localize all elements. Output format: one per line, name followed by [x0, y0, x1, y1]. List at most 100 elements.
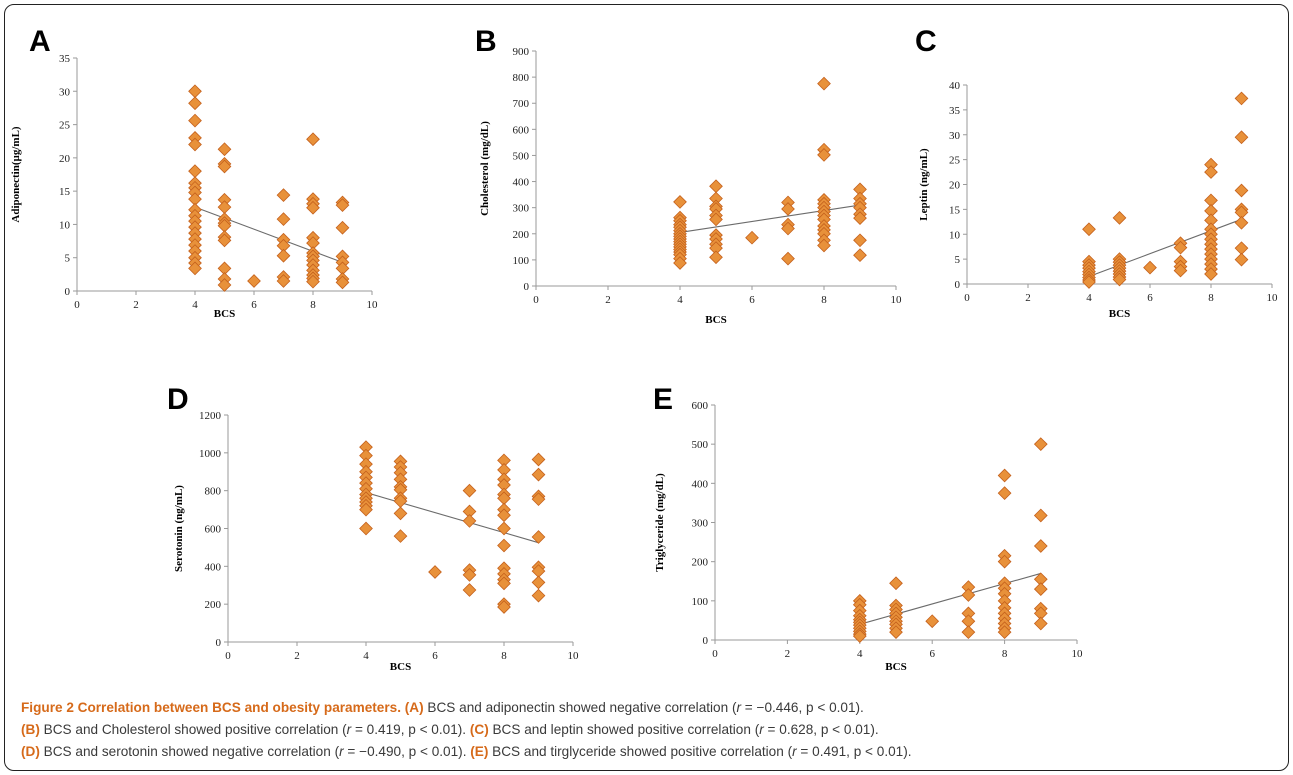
caption-r-e: r [792, 744, 797, 759]
data-point-e [1033, 508, 1048, 523]
y-tick-label-d: 0 [216, 637, 222, 649]
data-point-e [1033, 437, 1048, 452]
y-tick-label-c: 0 [955, 279, 961, 291]
data-point-a [247, 274, 261, 288]
data-point-d [531, 492, 546, 507]
y-tick-label-c: 5 [955, 254, 961, 266]
data-point-a [217, 278, 232, 292]
data-point-b [781, 221, 795, 236]
panel-letter-b: B [475, 25, 497, 58]
data-point-a [188, 84, 202, 99]
figure-frame: A 0 5 10 15 20 25 30 35 0 2 4 6 8 10 BCS Adiponectin(µg… [4, 4, 1289, 771]
x-tick-label-d: 10 [568, 650, 580, 662]
data-point-a [306, 200, 320, 215]
data-point-a [217, 159, 232, 174]
x-axis-title-b: BCS [705, 314, 726, 326]
x-tick-label-b: 8 [821, 294, 827, 306]
chart-panel-c: C 0 5 10 15 20 25 30 35 40 0 2 4 6 8 10 BCS Leptin (ng/m… [915, 25, 1278, 320]
x-tick-label-d: 8 [501, 650, 507, 662]
data-point-b [853, 211, 867, 225]
data-point-e [961, 588, 976, 602]
data-point-a [188, 137, 202, 152]
data-point-b [817, 148, 831, 162]
y-tick-label-b: 100 [513, 255, 530, 267]
caption-line-1: Figure 2 Correlation between BCS and obe… [21, 697, 1288, 719]
data-point-a [306, 274, 320, 289]
caption-r-b: r [346, 722, 352, 737]
data-point-e [852, 629, 867, 643]
x-tick-label-c: 4 [1086, 292, 1092, 304]
x-tick-label-c: 6 [1147, 292, 1153, 304]
y-tick-label-e: 600 [692, 400, 709, 412]
caption-r-d: r [339, 744, 344, 759]
x-axis-title-a: BCS [214, 308, 235, 320]
data-point-d [531, 575, 546, 590]
y-tick-label-b: 200 [513, 229, 530, 241]
data-point-c [1112, 272, 1127, 287]
x-tick-label-b: 6 [749, 294, 755, 306]
trend-line-b [679, 204, 861, 234]
y-tick-label-b: 300 [513, 203, 530, 215]
chart-panel-b: B 0 100 200 300 400 500 600 700 800 900 0 2 4 6 8 10 BCS… [475, 25, 902, 326]
data-point-a [188, 261, 202, 276]
data-point-a [217, 233, 232, 248]
y-tick-label-b: 400 [513, 177, 530, 189]
caption-text-c2: = 0.628, p < 0.01). [763, 722, 879, 737]
y-tick-label-a: 30 [59, 86, 71, 98]
data-point-c [1204, 267, 1218, 281]
x-tick-label-a: 10 [367, 299, 379, 311]
data-point-b [853, 233, 867, 248]
data-point-b [709, 212, 723, 227]
figure-caption: Figure 2 Correlation between BCS and obe… [21, 697, 1288, 763]
data-point-e [997, 468, 1012, 483]
y-tick-label-d: 200 [205, 599, 222, 611]
x-tick-label-b: 0 [533, 294, 539, 306]
y-tick-label-e: 400 [692, 478, 709, 490]
y-tick-label-e: 300 [692, 518, 709, 530]
y-tick-label-d: 800 [205, 486, 222, 498]
data-point-a [217, 142, 232, 157]
x-axis-title-e: BCS [885, 661, 906, 673]
y-tick-label-b: 700 [513, 98, 530, 110]
caption-line-2: (B) BCS and Cholesterol showed positive … [21, 719, 1288, 741]
data-point-c [1143, 260, 1157, 275]
data-point-d [497, 508, 511, 523]
data-point-a [188, 164, 202, 179]
data-point-d [359, 521, 373, 536]
x-tick-label-c: 0 [964, 292, 970, 304]
data-point-d [462, 567, 477, 582]
data-point-a [217, 200, 232, 214]
trend-line-d [365, 492, 539, 544]
data-point-c [1234, 241, 1249, 256]
data-point-c [1173, 263, 1188, 278]
data-point-e [997, 486, 1012, 500]
caption-line-3: (D) BCS and serotonin showed negative co… [21, 741, 1288, 763]
data-point-e [1033, 616, 1048, 631]
caption-r-a: r [736, 700, 742, 715]
x-axis-title-d: BCS [390, 661, 411, 673]
x-tick-label-b: 2 [605, 294, 611, 306]
y-tick-label-e: 200 [692, 557, 709, 569]
x-tick-label-e: 8 [1002, 648, 1008, 660]
y-tick-label-b: 600 [513, 124, 530, 136]
data-point-e [925, 614, 940, 629]
data-point-b [709, 250, 723, 265]
data-point-a [188, 96, 202, 111]
data-point-a [335, 198, 350, 212]
caption-key-a: (A) [404, 700, 424, 715]
data-point-b [745, 230, 759, 245]
caption-text-b1: BCS and Cholesterol showed positive corr… [39, 722, 347, 737]
data-point-c [1082, 275, 1096, 289]
y-tick-label-c: 30 [949, 130, 961, 142]
data-point-a [276, 274, 291, 288]
data-point-b [853, 248, 867, 263]
data-point-d [393, 529, 408, 543]
data-point-b [673, 195, 687, 209]
x-tick-label-e: 6 [929, 648, 935, 660]
caption-text-e1: BCS and tirglyceride showed positive cor… [488, 744, 793, 759]
data-point-c [1082, 222, 1096, 237]
data-point-c [1112, 210, 1127, 225]
y-tick-label-c: 10 [949, 229, 961, 241]
data-point-e [997, 625, 1012, 640]
data-point-b [817, 76, 831, 91]
